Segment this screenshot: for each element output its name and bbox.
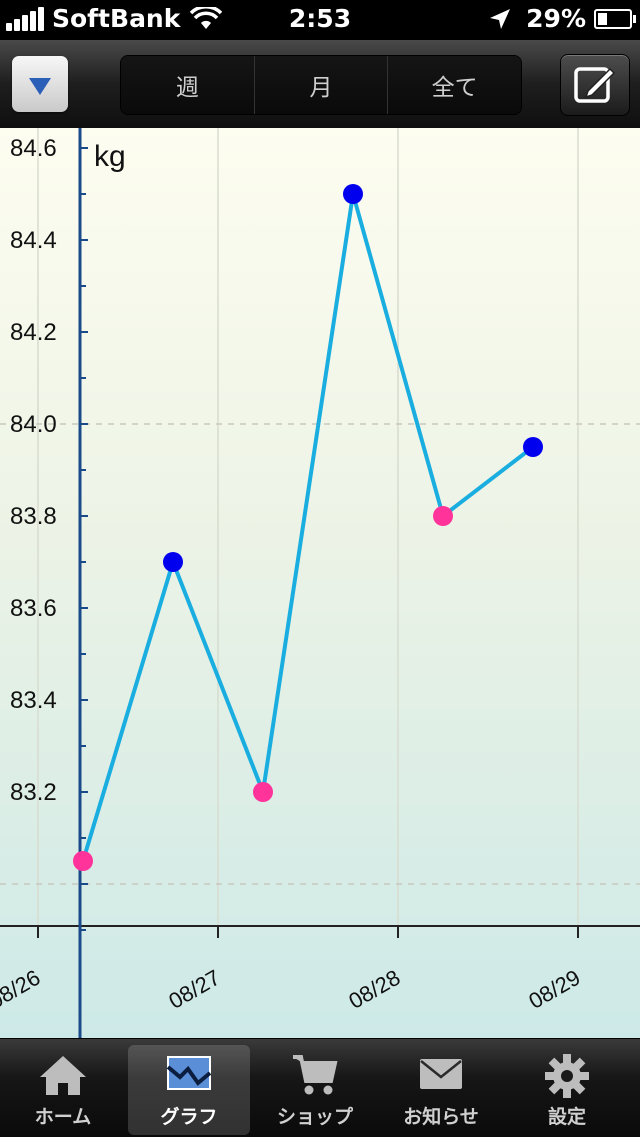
tab-label: ホーム [34, 1106, 92, 1128]
y-tick-label: 83.6 [10, 595, 57, 622]
cart-icon [293, 1055, 338, 1095]
y-tick-label: 83.4 [10, 687, 57, 714]
y-tick-label: 83.2 [10, 779, 57, 806]
tab-settings[interactable]: 設定 [506, 1045, 628, 1135]
signal-strength-icon [6, 6, 46, 31]
data-point [73, 851, 93, 871]
y-tick-label: 84.4 [10, 227, 57, 254]
gear-icon [545, 1054, 589, 1098]
top-toolbar: 週 月 全て [0, 40, 640, 129]
y-tick-label: 84.0 [10, 411, 57, 438]
wifi-icon [190, 6, 223, 29]
tab-label: お知らせ [403, 1106, 479, 1128]
status-bar: SoftBank 2:53 29% [0, 0, 640, 40]
data-point [163, 552, 183, 572]
data-point [343, 184, 363, 204]
edit-button[interactable] [560, 54, 630, 116]
x-tick-label: 08/27 [164, 965, 224, 1014]
tab-label: 設定 [547, 1106, 586, 1128]
y-axis-unit-label: kg [94, 140, 126, 173]
status-left: SoftBank [6, 4, 223, 33]
data-point [253, 782, 273, 802]
tab-label: グラフ [160, 1106, 218, 1128]
battery-percent: 29% [526, 4, 586, 33]
period-segmented-control: 週 月 全て [120, 55, 522, 115]
chart-area[interactable]: 08/26 08/27 08/28 08/29 84.6 84.4 84.2 84.0 83.8… [0, 128, 640, 1038]
dropdown-button[interactable] [12, 56, 68, 112]
battery-fill [598, 12, 607, 25]
x-tick-label: 08/26 [0, 965, 45, 1014]
mail-icon [420, 1059, 462, 1089]
y-tick-label: 84.2 [10, 319, 57, 346]
tab-bar: ホーム グラフ ショップ お知らせ [0, 1038, 640, 1137]
segment-month[interactable]: 月 [254, 56, 389, 114]
tab-shop[interactable]: ショップ [254, 1045, 376, 1135]
battery-icon [594, 8, 636, 29]
tab-home[interactable]: ホーム [2, 1045, 124, 1135]
data-point [433, 506, 453, 526]
y-tick-label: 83.8 [10, 503, 57, 530]
series-line [81, 192, 535, 862]
tab-label: ショップ [276, 1106, 353, 1128]
edit-icon [574, 67, 616, 103]
dropdown-triangle-icon [29, 78, 51, 95]
status-time: 2:53 [288, 4, 352, 33]
segment-all[interactable]: 全て [388, 56, 521, 114]
weight-chart[interactable]: 08/26 08/27 08/28 08/29 84.6 84.4 84.2 84.0 83.8… [0, 128, 640, 1038]
tab-graph[interactable]: グラフ [128, 1045, 250, 1135]
location-arrow-icon [490, 8, 511, 29]
home-icon [40, 1056, 86, 1095]
x-tick-label: 08/29 [524, 965, 584, 1014]
tab-news[interactable]: お知らせ [380, 1045, 502, 1135]
data-point [523, 437, 543, 457]
y-tick-label: 84.6 [10, 135, 57, 162]
x-tick-label: 08/28 [344, 965, 404, 1014]
segment-week[interactable]: 週 [121, 56, 255, 114]
graph-icon [166, 1056, 212, 1090]
status-right: 29% [488, 4, 636, 33]
carrier-name: SoftBank [52, 4, 181, 33]
